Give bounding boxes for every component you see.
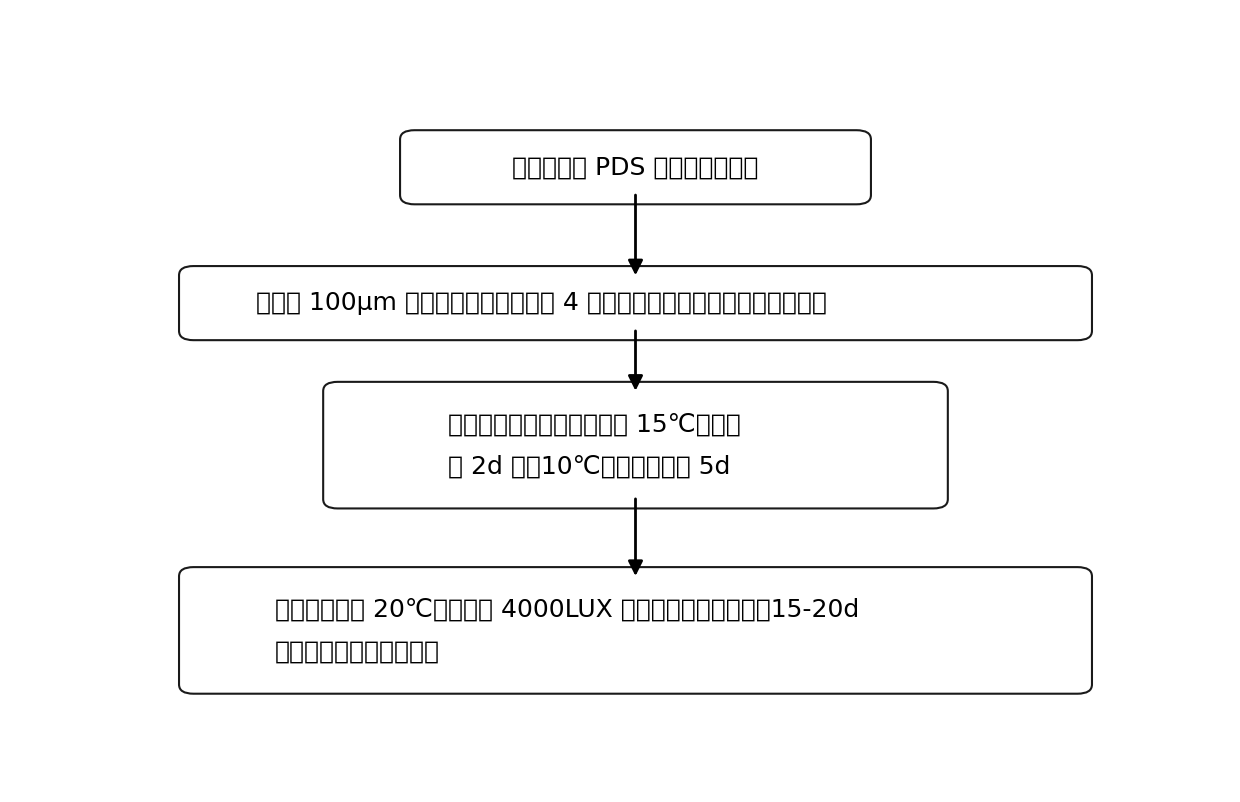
- Text: 后，出现叶片漂白现象。: 后，出现叶片漂白现象。: [275, 639, 440, 663]
- FancyBboxPatch shape: [179, 567, 1092, 694]
- FancyBboxPatch shape: [401, 130, 870, 205]
- FancyBboxPatch shape: [324, 382, 947, 508]
- Text: 将侵染后的石竹幼苗先放在 15℃下预培: 将侵染后的石竹幼苗先放在 15℃下预培: [448, 412, 740, 436]
- Text: 构建含石竹 PDS 基因片段的载体: 构建含石竹 PDS 基因片段的载体: [512, 156, 759, 180]
- Text: 采用含 100μm 乙酰丁香酮的侵染液对 4 叶期的石竹幼苗采用高压法进行侵染: 采用含 100μm 乙酰丁香酮的侵染液对 4 叶期的石竹幼苗采用高压法进行侵染: [255, 291, 827, 315]
- Text: 养 2d 后，10℃下继续预培养 5d: 养 2d 后，10℃下继续预培养 5d: [448, 454, 730, 478]
- Text: 然后将苗放在 20℃，光照为 4000LUX 的培养箱中进行培养，15-20d: 然后将苗放在 20℃，光照为 4000LUX 的培养箱中进行培养，15-20d: [275, 597, 859, 622]
- FancyBboxPatch shape: [179, 266, 1092, 340]
